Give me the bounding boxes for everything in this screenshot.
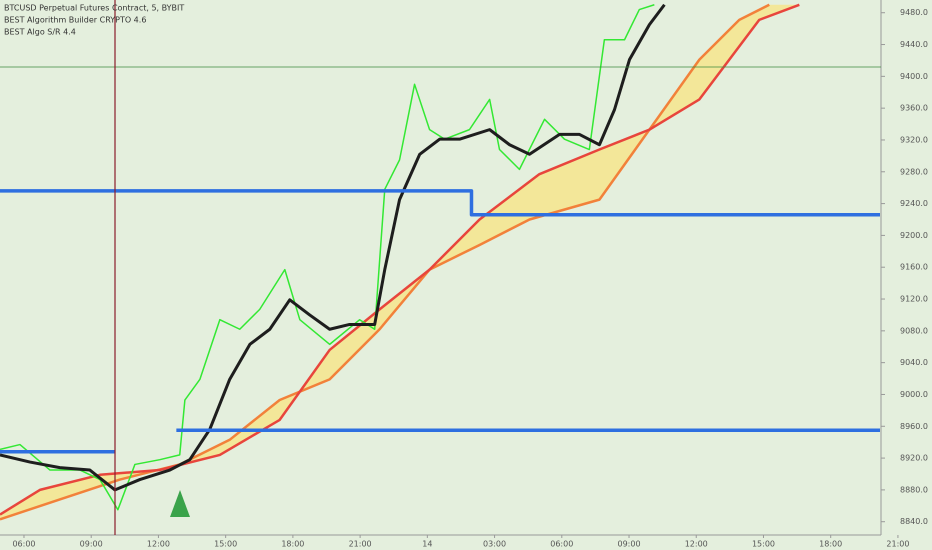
x-tick-label: 03:00 xyxy=(483,540,506,549)
y-tick-label: 9080.0 xyxy=(900,326,928,335)
y-tick-label: 8960.0 xyxy=(900,422,928,431)
x-tick-label: 12:00 xyxy=(147,540,170,549)
y-tick-label: 9280.0 xyxy=(900,167,928,176)
x-tick-label: 06:00 xyxy=(550,540,573,549)
y-tick-label: 9320.0 xyxy=(900,135,928,144)
y-tick-label: 9360.0 xyxy=(900,104,928,113)
y-tick-label: 9120.0 xyxy=(900,295,928,304)
y-tick-label: 9400.0 xyxy=(900,72,928,81)
y-tick-label: 8880.0 xyxy=(900,485,928,494)
x-tick-label: 06:00 xyxy=(12,540,35,549)
series-line xyxy=(0,3,800,516)
y-tick-label: 9160.0 xyxy=(900,263,928,272)
x-tick-label: 21:00 xyxy=(886,540,909,549)
indicator-label: BEST Algorithm Builder CRYPTO 4.6 xyxy=(4,16,146,25)
indicator-label: BEST Algo S/R 4.4 xyxy=(4,28,76,37)
series-line xyxy=(0,428,880,454)
buy-signal xyxy=(170,490,190,517)
y-tick-label: 9240.0 xyxy=(900,199,928,208)
x-tick-label: 15:00 xyxy=(214,540,237,549)
series-line xyxy=(0,4,655,511)
series-line xyxy=(0,3,666,492)
plot xyxy=(0,3,880,521)
y-tick-label: 9200.0 xyxy=(900,231,928,240)
y-tick-label: 8920.0 xyxy=(900,454,928,463)
x-tick-label: 12:00 xyxy=(685,540,708,549)
x-tick-label: 15:00 xyxy=(752,540,775,549)
x-tick-label: 18:00 xyxy=(819,540,842,549)
x-tick-label: 18:00 xyxy=(281,540,304,549)
y-tick-label: 9000.0 xyxy=(900,390,928,399)
y-tick-label: 9440.0 xyxy=(900,40,928,49)
y-tick-label: 8840.0 xyxy=(900,517,928,526)
x-tick-label: 09:00 xyxy=(617,540,640,549)
x-tick-label: 21:00 xyxy=(349,540,372,549)
y-tick-label: 9040.0 xyxy=(900,358,928,367)
series-line xyxy=(0,189,880,217)
y-tick-label: 9480.0 xyxy=(900,8,928,17)
band-fill xyxy=(0,4,800,520)
symbol-title: BTCUSD Perpetual Futures Contract, 5, BY… xyxy=(4,4,184,13)
x-tick-label: 09:00 xyxy=(80,540,103,549)
x-tick-label: 14 xyxy=(422,540,432,549)
